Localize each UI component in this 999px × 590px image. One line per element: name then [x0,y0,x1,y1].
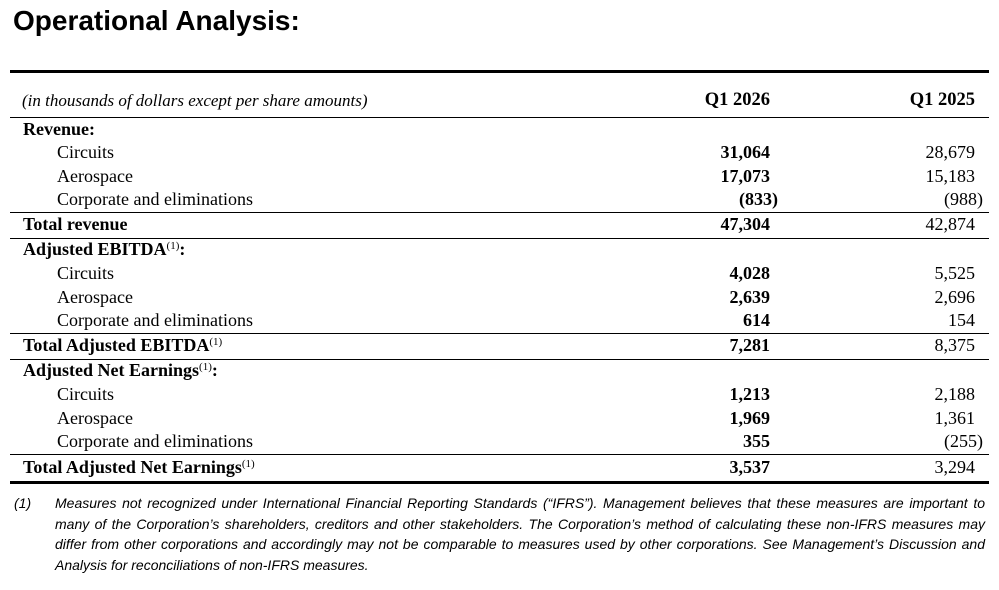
section-header-row-adjusted-ebitda: Adjusted EBITDA(1): [10,239,989,263]
row-label: Corporate and eliminations [57,310,253,331]
section-header-text: Adjusted Net Earnings [23,360,200,381]
section-header-superscript: (1) [166,240,180,253]
unit-note: (in thousands of dollars except per shar… [22,91,368,110]
cell-value: 1,969 [729,407,771,428]
cell-value: 3,537 [729,456,771,477]
footnote: (1) Measures not recognized under Intern… [14,493,985,575]
total-text: Total Adjusted Net Earnings [23,456,242,477]
cell-value: 154 [948,310,975,331]
row-label: Circuits [57,263,114,284]
row-label: Circuits [57,383,114,404]
table-row: Aerospace 17,073 15,183 [10,165,989,189]
total-superscript: (1) [241,457,255,470]
section-header-label: Adjusted EBITDA(1): [10,239,482,260]
cell-value: 355 [743,431,770,452]
cell-value: 5,525 [934,263,976,284]
table-row: Circuits 31,064 28,679 [10,142,989,166]
cell-value: 15,183 [925,165,976,186]
cell-value: 28,679 [925,142,976,163]
cell-value: 3,294 [934,456,976,477]
total-row-adjusted-net-earnings: Total Adjusted Net Earnings(1) 3,537 3,2… [10,454,989,481]
cell-value: 8,375 [934,334,976,355]
total-row-adjusted-ebitda: Total Adjusted EBITDA(1) 7,281 8,375 [10,333,989,360]
total-superscript: (1) [209,335,223,348]
row-label: Circuits [57,142,114,163]
footnote-text: Measures not recognized under Internatio… [55,495,985,573]
cell-value: 1,361 [934,407,976,428]
cell-value: 7,281 [729,334,771,355]
cell-value: 2,188 [934,383,976,404]
section-header-colon: : [179,239,186,260]
section-header-text: Revenue [23,118,89,139]
cell-value: 4,028 [729,263,771,284]
row-label: Corporate and eliminations [57,431,253,452]
column-header-q1-2026: Q1 2026 [704,90,770,110]
operational-analysis-table: (in thousands of dollars except per shar… [10,70,989,484]
total-text: Total Adjusted EBITDA [23,334,210,355]
total-label: Total revenue [10,214,482,235]
cell-value: 2,696 [934,286,976,307]
total-text: Total revenue [23,213,128,234]
cell-value: 17,073 [720,165,771,186]
row-label: Aerospace [57,407,133,428]
section-header-text: Adjusted EBITDA [23,239,167,260]
cell-value: (255) [944,431,983,452]
table-row: Circuits 1,213 2,188 [10,383,989,407]
cell-value: 31,064 [720,142,771,163]
cell-value: 2,639 [729,286,771,307]
section-header-row-revenue: Revenue: [10,118,989,142]
row-label: Corporate and eliminations [57,189,253,210]
table-row: Circuits 4,028 5,525 [10,262,989,286]
total-row-revenue: Total revenue 47,304 42,874 [10,212,989,239]
column-header-q1-2025: Q1 2025 [909,90,975,110]
total-label: Total Adjusted Net Earnings(1) [10,457,482,478]
table-row: Corporate and eliminations 355 (255) [10,431,989,455]
section-header-label: Revenue: [10,119,482,140]
footnote-marker: (1) [14,495,32,511]
cell-value: 42,874 [925,213,976,234]
section-header-row-adjusted-net-earnings: Adjusted Net Earnings(1): [10,360,989,384]
section-header-colon: : [89,118,95,139]
table-row: Aerospace 2,639 2,696 [10,286,989,310]
table-row: Corporate and eliminations 614 154 [10,310,989,334]
section-header-colon: : [211,360,218,381]
cell-value: (833) [739,189,778,210]
table-row: Corporate and eliminations (833) (988) [10,189,989,213]
total-label: Total Adjusted EBITDA(1) [10,335,482,356]
cell-value: 1,213 [729,383,771,404]
cell-value: 614 [743,310,770,331]
row-label: Aerospace [57,165,133,186]
row-label: Aerospace [57,286,133,307]
table-row: Aerospace 1,969 1,361 [10,407,989,431]
cell-value: (988) [944,189,983,210]
table-header-row: (in thousands of dollars except per shar… [10,73,989,118]
section-header-label: Adjusted Net Earnings(1): [10,360,482,381]
section-header-superscript: (1) [199,361,212,374]
page-title: Operational Analysis: [13,5,300,36]
cell-value: 47,304 [720,213,771,234]
